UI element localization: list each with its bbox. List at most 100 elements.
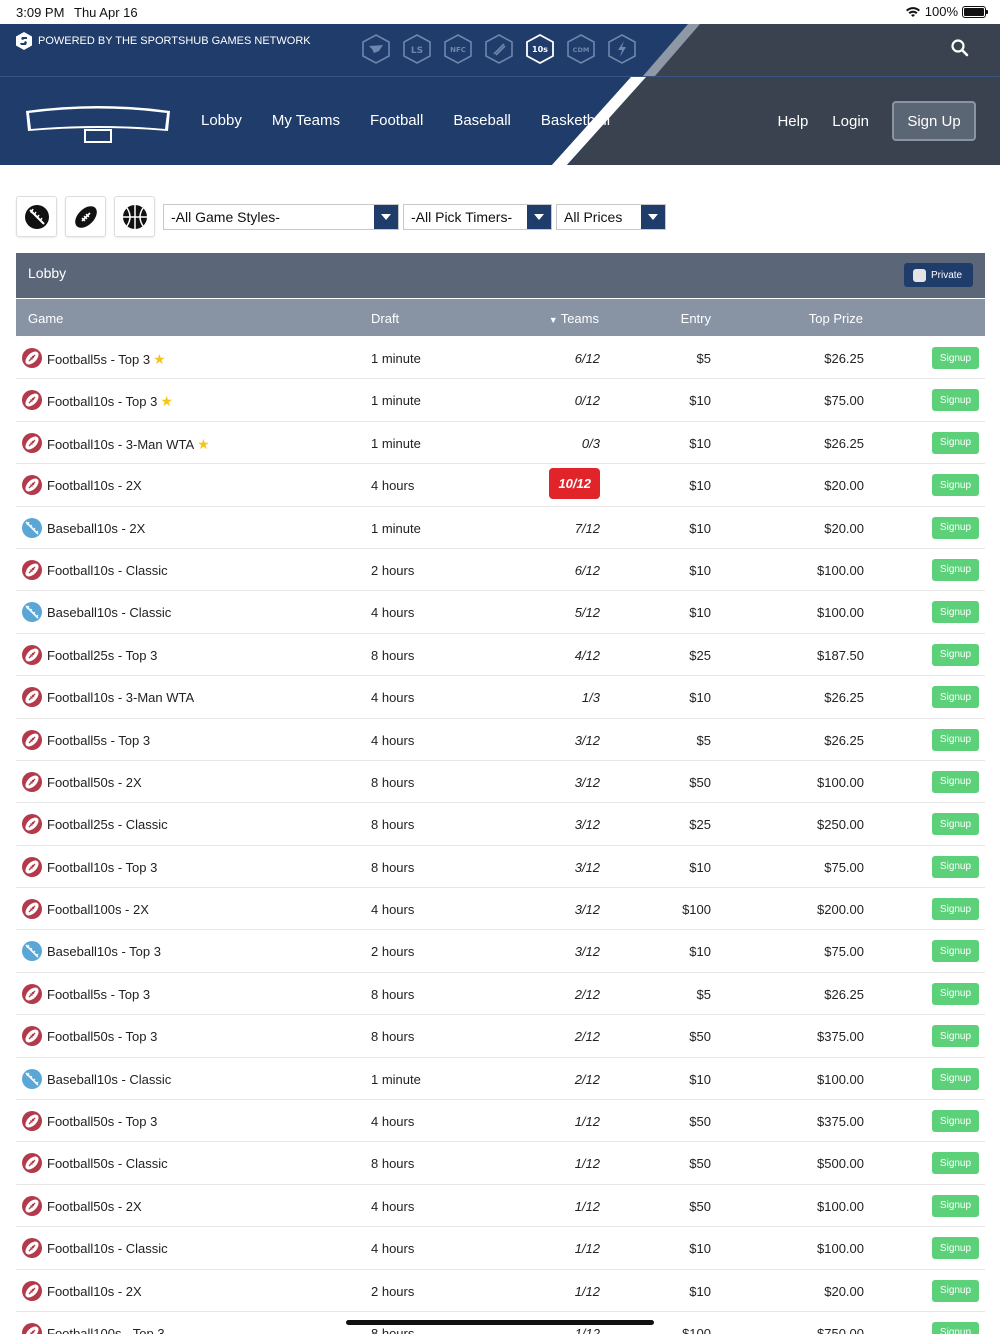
table-row[interactable]: Football5s - Top 3 ★ 1 minute 6/12 $5 $26.25 S…: [16, 337, 985, 380]
game-name[interactable]: Football100s - 2X: [47, 902, 149, 917]
signup-button[interactable]: Signup: [932, 516, 979, 539]
nav-basketball[interactable]: Basketball: [540, 112, 611, 129]
game-name[interactable]: Football5s - Top 3 ★: [47, 351, 166, 368]
game-name[interactable]: Football10s - 3-Man WTA: [47, 690, 194, 705]
game-name[interactable]: Football10s - 2X: [47, 478, 142, 493]
table-row[interactable]: Football10s - Top 3 8 hours 3/12 $10 $75.00 S…: [16, 845, 985, 889]
game-name[interactable]: Football50s - Classic: [47, 1156, 168, 1171]
table-row[interactable]: Football5s - Top 3 4 hours 3/12 $5 $26.25 Sig…: [16, 718, 985, 761]
table-row[interactable]: Football10s - Top 3 ★ 1 minute 0/12 $10 $75.0…: [16, 379, 985, 422]
filter-football-button[interactable]: [65, 196, 106, 237]
bolt-logo-icon[interactable]: [608, 34, 636, 64]
filter-basketball-button[interactable]: [114, 196, 155, 237]
game-name[interactable]: Football10s - Classic: [47, 1241, 168, 1256]
signup-button[interactable]: Signup: [932, 474, 979, 497]
signup-button[interactable]: Signup: [932, 431, 979, 454]
table-row[interactable]: Football50s - Top 3 4 hours 1/12 $50 $375.00…: [16, 1100, 985, 1143]
table-row[interactable]: Baseball10s - Classic 4 hours 5/12 $10 $100.…: [16, 591, 985, 634]
game-name[interactable]: Baseball10s - Classic: [47, 605, 171, 620]
signup-button[interactable]: Signup: [932, 389, 979, 412]
game-name[interactable]: Football10s - Classic: [47, 563, 168, 578]
game-name[interactable]: Football50s - Top 3: [47, 1029, 157, 1044]
nav-my-teams[interactable]: My Teams: [271, 112, 340, 129]
signup-button[interactable]: Signup: [932, 1025, 979, 1048]
table-row[interactable]: Football50s - 2X 4 hours 1/12 $50 $100.00 Sig…: [16, 1184, 985, 1228]
signup-button[interactable]: Signup: [932, 898, 979, 921]
signup-button[interactable]: Signup: [932, 1152, 979, 1175]
col-top-prize[interactable]: Top Prize: [808, 311, 863, 326]
game-styles-select[interactable]: -All Game Styles-: [163, 203, 399, 230]
game-name[interactable]: Football5s - Top 3: [47, 987, 150, 1002]
game-name[interactable]: Football10s - 2X: [47, 1284, 142, 1299]
sign-up-button[interactable]: Sign Up: [892, 101, 976, 141]
col-draft[interactable]: Draft: [371, 311, 400, 326]
signup-button[interactable]: Signup: [932, 1110, 979, 1133]
signup-button[interactable]: Signup: [932, 728, 979, 751]
game-name[interactable]: Football100s - Top 3: [47, 1326, 165, 1334]
game-name[interactable]: Football50s - 2X: [47, 775, 142, 790]
table-row[interactable]: Baseball10s - Top 3 2 hours 3/12 $10 $75.00 S…: [16, 930, 985, 973]
nav-lobby[interactable]: Lobby: [201, 112, 242, 129]
search-icon[interactable]: [950, 38, 970, 58]
table-row[interactable]: Football10s - Classic 2 hours 6/12 $10 $100.…: [16, 548, 985, 592]
nav-help[interactable]: Help: [777, 112, 809, 130]
game-name[interactable]: Baseball10s - Classic: [47, 1072, 171, 1087]
table-row[interactable]: Baseball10s - Classic 1 minute 2/12 $10 $100…: [16, 1057, 985, 1101]
signup-button[interactable]: Signup: [932, 1279, 979, 1302]
table-row[interactable]: Baseball10s - 2X 1 minute 7/12 $10 $20.00 Sig…: [16, 506, 985, 549]
game-name[interactable]: Baseball10s - Top 3: [47, 944, 161, 959]
bestball-10s-logo[interactable]: [24, 101, 172, 145]
table-row[interactable]: Football100s - 2X 4 hours 3/12 $100 $200.00 S…: [16, 888, 985, 931]
ls-logo-icon[interactable]: LS: [403, 34, 431, 64]
shield-logo-icon[interactable]: [485, 34, 513, 64]
game-name[interactable]: Football10s - 3-Man WTA ★: [47, 436, 210, 453]
table-row[interactable]: Football5s - Top 3 8 hours 2/12 $5 $26.25 Sig…: [16, 972, 985, 1016]
table-row[interactable]: Football10s - 2X 4 hours 10/12 $10 $20.00 Sig…: [16, 464, 985, 507]
signup-button[interactable]: Signup: [932, 1067, 979, 1090]
col-game[interactable]: Game: [28, 311, 64, 326]
signup-button[interactable]: Signup: [932, 686, 979, 709]
signup-button[interactable]: Signup: [932, 601, 979, 624]
table-row[interactable]: Football10s - 3-Man WTA 4 hours 1/3 $10 $26.…: [16, 676, 985, 719]
signup-button[interactable]: Signup: [932, 982, 979, 1005]
game-name[interactable]: Football25s - Top 3: [47, 648, 157, 663]
signup-button[interactable]: Signup: [932, 770, 979, 793]
10s-logo-icon[interactable]: 10s: [526, 34, 554, 64]
col-teams[interactable]: ▼ Teams: [549, 311, 599, 326]
signup-button[interactable]: Signup: [932, 940, 979, 963]
private-toggle[interactable]: Private: [904, 263, 973, 287]
nav-baseball[interactable]: Baseball: [453, 112, 511, 129]
signup-button[interactable]: Signup: [932, 558, 979, 581]
table-row[interactable]: Football10s - 3-Man WTA ★ 1 minute 0/3 $10 $2…: [16, 421, 985, 465]
nav-football[interactable]: Football: [369, 112, 424, 129]
signup-button[interactable]: Signup: [932, 643, 979, 666]
nav-login[interactable]: Login: [832, 112, 869, 130]
hawk-logo-icon[interactable]: [362, 34, 390, 64]
signup-button[interactable]: Signup: [932, 813, 979, 836]
game-name[interactable]: Football25s - Classic: [47, 817, 168, 832]
signup-button[interactable]: Signup: [932, 1321, 979, 1334]
table-row[interactable]: Football50s - Top 3 8 hours 2/12 $50 $375.00…: [16, 1015, 985, 1058]
powered-by[interactable]: POWERED BY THE SPORTSHUB GAMES NETWORK: [16, 32, 311, 50]
game-name[interactable]: Football50s - 2X: [47, 1199, 142, 1214]
game-name[interactable]: Football5s - Top 3: [47, 733, 150, 748]
game-name[interactable]: Football50s - Top 3: [47, 1114, 157, 1129]
signup-button[interactable]: Signup: [932, 347, 979, 369]
private-checkbox[interactable]: [913, 268, 926, 282]
table-row[interactable]: Football50s - Classic 8 hours 1/12 $50 $500.…: [16, 1142, 985, 1185]
nfc-logo-icon[interactable]: NFC: [444, 34, 472, 64]
signup-button[interactable]: Signup: [932, 1237, 979, 1260]
table-row[interactable]: Football10s - Classic 4 hours 1/12 $10 $100.…: [16, 1227, 985, 1270]
signup-button[interactable]: Signup: [932, 855, 979, 878]
signup-button[interactable]: Signup: [932, 1194, 979, 1217]
game-name[interactable]: Football10s - Top 3: [47, 860, 157, 875]
pick-timers-select[interactable]: -All Pick Timers-: [403, 203, 552, 230]
filter-baseball-button[interactable]: [16, 196, 57, 237]
game-name[interactable]: Baseball10s - 2X: [47, 521, 145, 536]
table-row[interactable]: Football25s - Classic 8 hours 3/12 $25 $250.…: [16, 803, 985, 846]
game-name[interactable]: Football10s - Top 3 ★: [47, 393, 173, 410]
table-row[interactable]: Football25s - Top 3 8 hours 4/12 $25 $187.50…: [16, 633, 985, 677]
col-entry[interactable]: Entry: [680, 311, 711, 326]
table-row[interactable]: Football50s - 2X 8 hours 3/12 $50 $100.00 Sig…: [16, 760, 985, 804]
table-row[interactable]: Football10s - 2X 2 hours 1/12 $10 $20.00 Sign…: [16, 1269, 985, 1312]
